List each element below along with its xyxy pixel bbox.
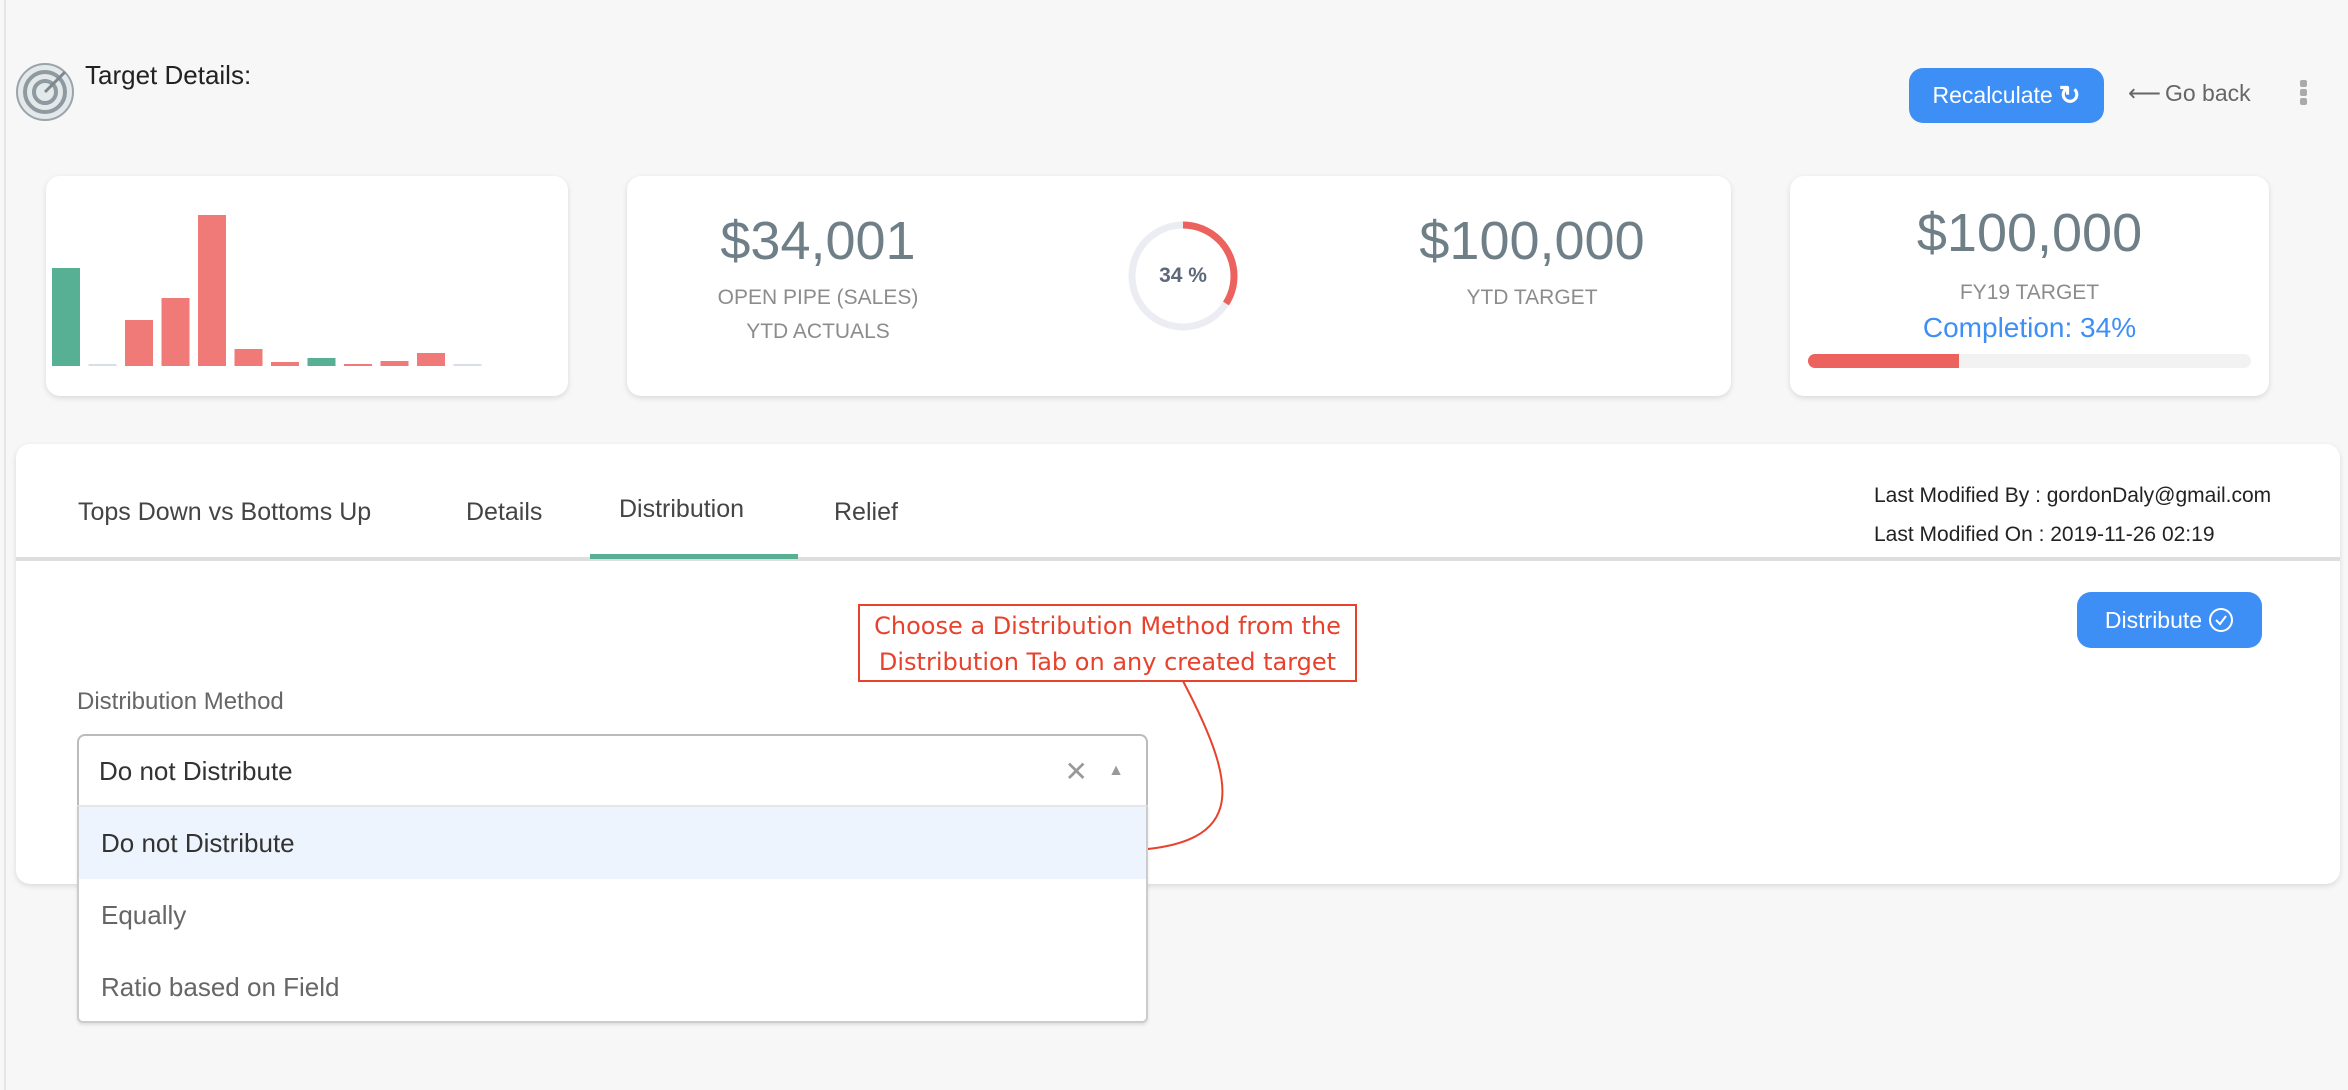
bar-3 — [125, 320, 153, 366]
bar-10 — [380, 361, 409, 366]
go-back-link[interactable]: ⟵ Go back — [2128, 80, 2251, 107]
bar-chart — [52, 215, 482, 366]
annotation-line-1: Choose a Distribution Method from the — [874, 612, 1341, 640]
option-do-not-distribute[interactable]: Do not Distribute — [79, 807, 1146, 879]
donut-arc — [1128, 221, 1238, 331]
page-border — [4, 0, 6, 1090]
go-back-label: Go back — [2164, 80, 2251, 106]
distribute-button[interactable]: Distribute — [2077, 592, 2262, 648]
distribution-method-select[interactable]: Do not Distribute ✕ ▲ — [77, 734, 1148, 806]
refresh-icon: ↻ — [2058, 80, 2081, 110]
clear-icon[interactable]: ✕ — [1064, 755, 1088, 787]
bar-5 — [198, 215, 226, 366]
bar-6 — [234, 349, 263, 366]
option-ratio-based-on-field[interactable]: Ratio based on Field — [101, 971, 340, 1002]
ytd-actuals-label: YTD ACTUALS — [746, 320, 890, 343]
open-pipe-value: $34,001 — [720, 211, 916, 271]
active-tab-indicator — [590, 554, 798, 559]
selected-value: Do not Distribute — [99, 755, 293, 786]
page-title: Target Details: — [85, 60, 252, 90]
bar-11 — [417, 353, 445, 366]
check-circle-icon — [2209, 608, 2234, 632]
ytd-summary-card: $34,001 OPEN PIPE (SALES) YTD ACTUALS 34… — [627, 176, 1731, 396]
annotation-callout: Choose a Distribution Method from the Di… — [858, 604, 1357, 682]
caret-up-icon[interactable]: ▲ — [1108, 762, 1124, 779]
bar-1 — [52, 268, 80, 366]
donut-percent-label: 34 % — [1159, 264, 1207, 287]
completion-progress-fill — [1808, 354, 1959, 368]
more-options-icon[interactable] — [2300, 80, 2308, 105]
ytd-target-label: YTD TARGET — [1466, 286, 1598, 309]
fy-target-value: $100,000 — [1916, 203, 2143, 263]
bar-12 — [453, 364, 482, 366]
distribute-label: Distribute — [2104, 606, 2203, 633]
last-modified-by: Last Modified By : gordonDaly@gmail.com — [1874, 484, 2272, 507]
bar-7 — [271, 362, 299, 366]
arrow-left-icon: ⟵ — [2128, 80, 2161, 106]
distribution-method-label: Distribution Method — [77, 688, 284, 715]
recalculate-button[interactable]: Recalculate ↻ — [1909, 68, 2104, 123]
open-pipe-label: OPEN PIPE (SALES) — [717, 286, 919, 309]
tab-tops-down-vs-bottoms-up[interactable]: Tops Down vs Bottoms Up — [78, 498, 372, 526]
bar-2 — [88, 364, 117, 366]
bar-4 — [161, 298, 190, 366]
fy-target-label: FY19 TARGET — [1959, 281, 2100, 304]
ytd-target-value: $100,000 — [1419, 211, 1645, 271]
tab-details[interactable]: Details — [466, 498, 543, 526]
bar-9 — [344, 364, 372, 366]
last-modified-on: Last Modified On : 2019-11-26 02:19 — [1874, 523, 2215, 546]
bar-8 — [307, 358, 336, 366]
bar-chart-card — [46, 176, 568, 396]
tab-relief[interactable]: Relief — [834, 498, 898, 526]
completion-donut — [1128, 221, 1238, 331]
dropdown-menu: Do not Distribute Equally Ratio based on… — [77, 805, 1148, 1023]
fy-target-card: $100,000 FY19 TARGET Completion: 34% — [1790, 176, 2269, 396]
option-equally[interactable]: Equally — [101, 899, 187, 930]
target-icon — [16, 63, 74, 121]
tab-divider — [16, 557, 2340, 561]
completion-label: Completion: 34% — [1922, 312, 2137, 343]
tab-distribution[interactable]: Distribution — [619, 495, 745, 523]
recalculate-label: Recalculate — [1932, 82, 2053, 108]
annotation-line-2: Distribution Tab on any created target — [878, 648, 1337, 676]
completion-progress-bar — [1808, 354, 2251, 368]
